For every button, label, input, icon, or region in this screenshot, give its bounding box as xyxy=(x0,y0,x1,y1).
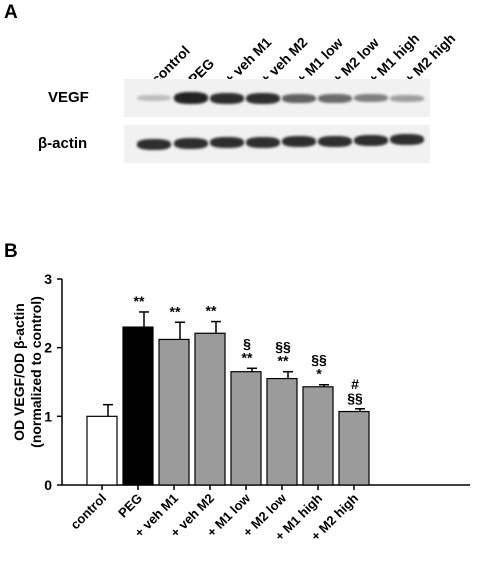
y-axis-label: (normalized to control) xyxy=(28,296,44,448)
blot-band xyxy=(174,92,208,104)
significance-label: ** xyxy=(170,303,181,319)
y-tick-label: 1 xyxy=(44,408,52,424)
significance-label: §§ xyxy=(347,390,363,406)
bar xyxy=(230,371,262,486)
blot-band xyxy=(354,134,388,146)
significance-label: ** xyxy=(278,353,289,369)
blot-band xyxy=(174,137,208,149)
panel-b-letter: B xyxy=(4,241,18,262)
blot-band xyxy=(354,94,388,102)
blot-band xyxy=(282,93,316,103)
bar xyxy=(266,377,298,486)
blot-label: VEGF xyxy=(48,89,89,106)
blot-band xyxy=(318,93,352,103)
y-tick-label: 3 xyxy=(44,271,52,287)
significance-label: # xyxy=(351,376,359,392)
blot-band xyxy=(390,134,424,146)
blot-band xyxy=(246,136,280,148)
blot-band xyxy=(246,92,280,104)
blot-band xyxy=(318,135,352,147)
blot-band xyxy=(210,137,244,149)
significance-label: ** xyxy=(242,349,253,365)
x-tick-label: PEG xyxy=(115,491,145,521)
bar xyxy=(194,332,226,486)
significance-label: §§ xyxy=(311,352,327,368)
y-tick-label: 2 xyxy=(44,340,52,356)
x-tick-label: control xyxy=(67,491,109,533)
bar xyxy=(86,415,118,486)
panel-a-letter: A xyxy=(4,2,18,23)
significance-label: ** xyxy=(134,293,145,309)
significance-label: * xyxy=(316,366,322,382)
blot-band xyxy=(390,94,424,102)
blot-label: β-actin xyxy=(38,135,88,152)
significance-label: §§ xyxy=(275,339,291,355)
blot-band xyxy=(137,95,171,101)
y-tick-label: 0 xyxy=(44,477,52,493)
significance-label: ** xyxy=(206,303,217,319)
blot-band xyxy=(210,92,244,104)
bar xyxy=(158,338,190,486)
significance-label: § xyxy=(243,335,251,351)
bar xyxy=(122,326,154,486)
blot-band xyxy=(282,136,316,148)
blot-band xyxy=(137,138,171,150)
y-axis-label: OD VEGF/OD β-actin xyxy=(11,303,27,441)
bar xyxy=(338,410,370,486)
bar xyxy=(302,386,334,486)
